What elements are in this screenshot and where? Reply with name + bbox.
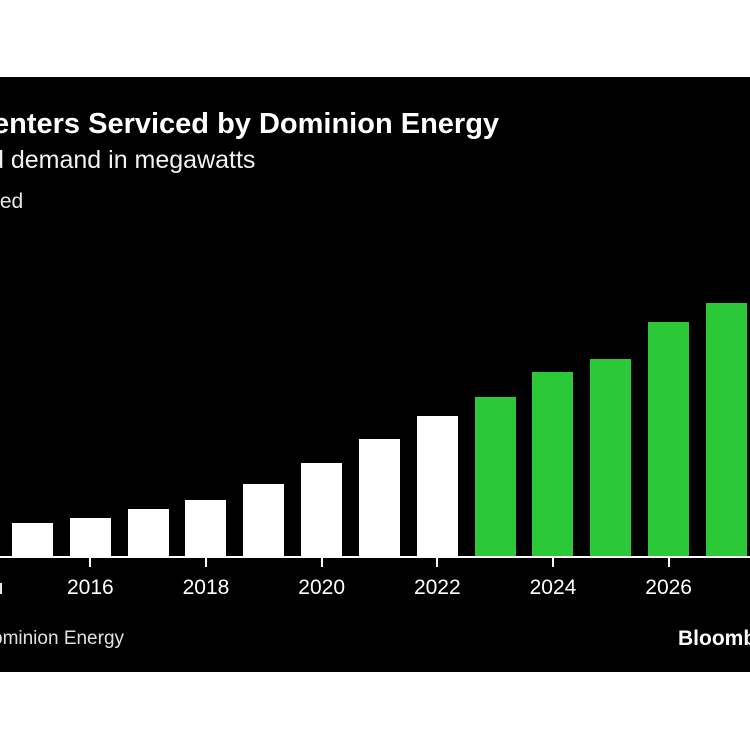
x-tick-2020: [320, 558, 323, 567]
bar-2021: [358, 439, 400, 556]
x-tick-label-2024: 2024: [529, 576, 577, 599]
chart-subtitle: d demand in megawatts: [0, 146, 256, 174]
x-tick-label-2022: 2022: [413, 576, 461, 599]
bottom-margin-band: [0, 672, 750, 750]
legend-label: ted: [0, 190, 24, 213]
x-tick-2022: [436, 558, 439, 567]
bar-2018: [185, 500, 227, 556]
bar-2017: [127, 509, 169, 556]
cropped-label-fragment: [0, 583, 2, 594]
x-tick-label-2026: 2026: [645, 576, 692, 599]
plot-area: 2016 2018 2020 2022 2024 2026: [0, 77, 750, 672]
x-axis-line: [0, 556, 750, 558]
x-tick-2018: [204, 558, 207, 567]
bar-2023: [474, 397, 516, 556]
bar-2022: [416, 416, 458, 556]
legend: ted: [0, 189, 23, 214]
bar-2024: [532, 372, 574, 556]
bar-2025: [590, 359, 632, 556]
bloomberg-wordmark: Bloomberg: [678, 627, 750, 650]
chart-title: enters Serviced by Dominion Energy: [0, 108, 500, 140]
bar-2019: [243, 484, 285, 556]
top-margin-band: [0, 0, 750, 77]
source-note: ominion Energy: [0, 628, 125, 649]
bar-2015: [12, 523, 53, 556]
x-tick-label-2018: 2018: [182, 576, 230, 599]
bar-2027: [705, 303, 747, 556]
bar-2026: [648, 322, 690, 556]
x-tick-label-2020: 2020: [298, 576, 345, 599]
chart-canvas: enters Serviced by Dominion Energy d dem…: [0, 77, 750, 672]
bar-2020: [301, 463, 343, 556]
bar-2016: [69, 518, 111, 556]
x-tick-2016: [89, 558, 92, 567]
x-tick-label-2016: 2016: [66, 576, 114, 599]
x-tick-2024: [551, 558, 554, 567]
x-tick-2026: [667, 558, 670, 567]
